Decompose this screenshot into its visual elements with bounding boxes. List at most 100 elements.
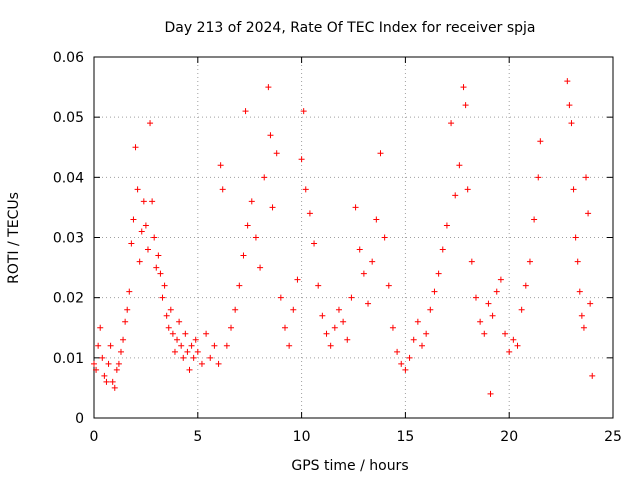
data-point xyxy=(180,354,187,361)
data-point xyxy=(485,300,492,307)
data-point xyxy=(124,306,131,313)
data-point xyxy=(147,120,154,127)
data-point xyxy=(203,330,210,337)
data-point xyxy=(435,270,442,277)
data-point xyxy=(344,336,351,343)
data-point xyxy=(526,258,533,265)
data-point xyxy=(126,288,133,295)
data-point xyxy=(489,312,496,319)
data-point xyxy=(174,336,181,343)
data-point xyxy=(580,324,587,331)
data-point xyxy=(452,192,459,199)
data-point xyxy=(340,318,347,325)
data-points xyxy=(91,78,596,397)
data-point xyxy=(589,372,596,379)
data-point xyxy=(99,354,106,361)
data-point xyxy=(574,258,581,265)
data-point xyxy=(348,294,355,301)
data-point xyxy=(456,162,463,169)
data-point xyxy=(294,276,301,283)
data-point xyxy=(315,282,322,289)
data-point xyxy=(419,342,426,349)
data-point xyxy=(506,348,513,355)
data-point xyxy=(306,210,313,217)
y-axis-label: ROTI / TECUs xyxy=(6,192,22,284)
data-point xyxy=(155,252,162,259)
x-tick-label: 10 xyxy=(293,429,311,445)
data-point xyxy=(402,366,409,373)
data-point xyxy=(572,234,579,241)
data-point xyxy=(257,264,264,271)
data-point xyxy=(564,78,571,85)
data-point xyxy=(157,270,164,277)
data-point xyxy=(153,264,160,271)
data-point xyxy=(144,246,151,253)
data-point xyxy=(423,330,430,337)
axis-ticks: 0 5 10 15 20 25 0 0.01 0.02 0.03 0.04 0.05 0.06 xyxy=(53,50,622,445)
data-point xyxy=(497,276,504,283)
data-point xyxy=(207,354,214,361)
data-point xyxy=(265,84,272,91)
grid-lines xyxy=(94,57,613,418)
x-tick-label: 25 xyxy=(604,429,622,445)
data-point xyxy=(228,324,235,331)
data-point xyxy=(381,234,388,241)
data-point xyxy=(91,360,97,367)
data-point xyxy=(165,324,172,331)
data-point xyxy=(298,156,305,163)
data-point xyxy=(472,294,479,301)
data-point xyxy=(192,336,199,343)
x-tick-label: 0 xyxy=(90,429,99,445)
data-point xyxy=(427,306,434,313)
data-point xyxy=(477,318,484,325)
x-tick-label: 20 xyxy=(500,429,518,445)
data-point xyxy=(232,306,239,313)
data-point xyxy=(286,342,293,349)
data-point xyxy=(236,282,243,289)
data-point xyxy=(327,342,334,349)
y-tick-label: 0.02 xyxy=(53,291,84,307)
data-point xyxy=(109,378,116,385)
data-point xyxy=(464,186,471,193)
data-point xyxy=(487,390,494,397)
data-point xyxy=(576,288,583,295)
data-point xyxy=(115,360,122,367)
data-point xyxy=(323,330,330,337)
data-point xyxy=(356,246,363,253)
x-tick-label: 15 xyxy=(396,429,414,445)
data-point xyxy=(217,162,224,169)
data-point xyxy=(269,204,276,211)
data-point xyxy=(510,336,517,343)
data-point xyxy=(161,282,168,289)
data-point xyxy=(585,210,592,217)
data-point xyxy=(414,318,421,325)
data-point xyxy=(583,174,590,181)
data-point xyxy=(178,342,185,349)
plot-frame xyxy=(93,56,614,419)
data-point xyxy=(167,306,174,313)
data-point xyxy=(352,204,359,211)
data-point xyxy=(159,294,166,301)
data-point xyxy=(142,222,149,229)
chart-title: Day 213 of 2024, Rate Of TEC Index for r… xyxy=(164,20,535,36)
data-point xyxy=(443,222,450,229)
data-point xyxy=(398,360,405,367)
data-point xyxy=(394,348,401,355)
data-point xyxy=(248,198,255,205)
data-point xyxy=(140,198,147,205)
data-point xyxy=(373,216,380,223)
data-point xyxy=(242,108,249,115)
data-point xyxy=(252,234,259,241)
data-point xyxy=(468,258,475,265)
data-point xyxy=(134,186,141,193)
data-point xyxy=(448,120,455,127)
data-point xyxy=(176,318,183,325)
data-point xyxy=(514,342,521,349)
data-point xyxy=(460,84,467,91)
y-tick-label: 0.03 xyxy=(53,231,84,247)
data-point xyxy=(240,252,247,259)
data-point xyxy=(122,318,129,325)
data-point xyxy=(319,312,326,319)
data-point xyxy=(188,342,195,349)
data-point xyxy=(300,108,307,115)
